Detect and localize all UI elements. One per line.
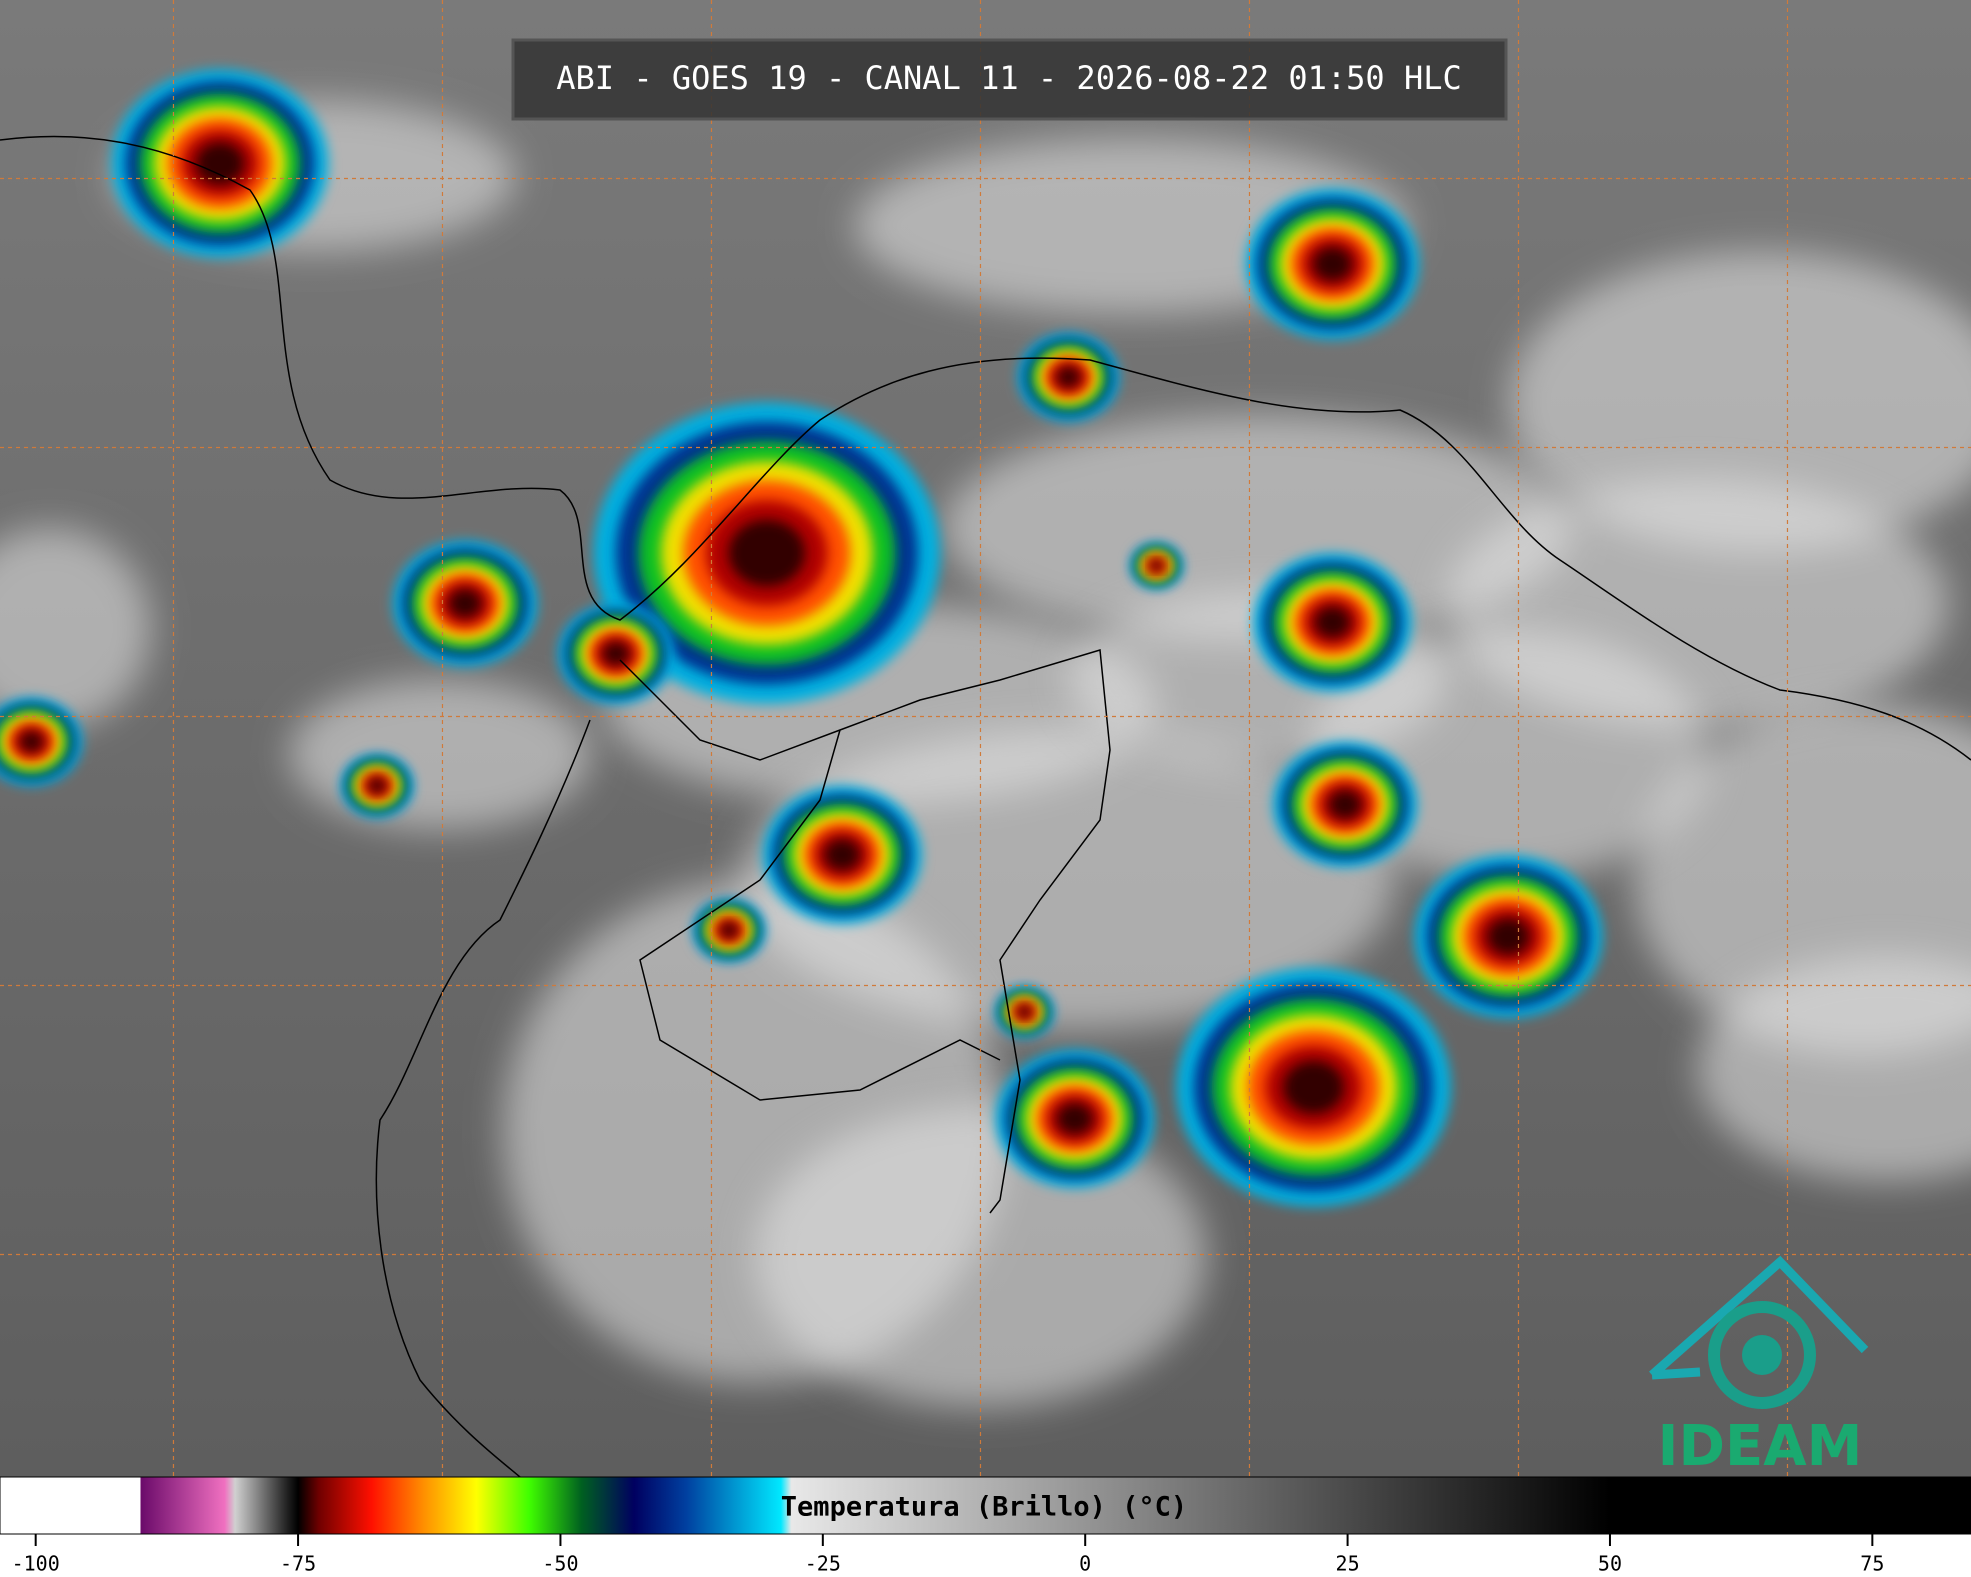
colorbar-tick-label: -25 <box>805 1552 841 1576</box>
storm-ring <box>1314 607 1350 638</box>
title: ABI - GOES 19 - CANAL 11 - 2026-08-22 01… <box>556 59 1461 97</box>
cloud <box>0 527 151 730</box>
storm-ring <box>728 519 805 587</box>
borders <box>0 135 1971 1478</box>
storm-ring <box>1057 367 1080 387</box>
storm-cells <box>0 69 1603 1207</box>
storm-ring <box>1018 1006 1031 1018</box>
colorbar-tick-label: 75 <box>1860 1552 1884 1576</box>
storm-ring <box>1057 1103 1093 1134</box>
logo-text: IDEAM <box>1658 1414 1863 1479</box>
colorbar-scale <box>0 1476 1971 1535</box>
cloud <box>942 414 1572 642</box>
storm-ring <box>1283 1061 1344 1114</box>
colorbar-tick-label: -50 <box>542 1552 578 1576</box>
cloud <box>289 678 591 830</box>
colorbar-tick-label: -100 <box>12 1552 60 1576</box>
graticule <box>0 0 1971 1477</box>
storm-ring <box>603 642 629 665</box>
logo-eye <box>1742 1335 1782 1375</box>
storm-ring <box>1329 790 1361 819</box>
storm-ring <box>824 839 860 870</box>
cloud <box>1508 251 1971 554</box>
storm-ring <box>1487 918 1530 955</box>
logo-swirl <box>1708 1301 1816 1409</box>
storm-ring <box>1150 560 1163 571</box>
storm-ring <box>369 778 386 793</box>
colorbar-label: Temperatura (Brillo) (°C) <box>781 1492 1187 1523</box>
title-background <box>511 38 1508 121</box>
storm-ring <box>196 142 244 185</box>
storm-ring <box>721 923 738 938</box>
logo-mark <box>1649 1255 1869 1380</box>
storm-ring <box>1313 247 1352 281</box>
cloud-field <box>0 100 1971 1408</box>
colorbar-tick-label: -75 <box>280 1552 316 1576</box>
storm-ring <box>20 731 43 752</box>
title-box: ABI - GOES 19 - CANAL 11 - 2026-08-22 01… <box>511 38 1508 121</box>
colorbar-tick-label: 0 <box>1079 1552 1091 1576</box>
colorbar: Temperatura (Brillo) (°C) -100 -75 -50 -25 0… <box>0 1476 1971 1576</box>
cloud <box>1697 955 1971 1182</box>
colorbar-tick-label: 50 <box>1598 1552 1622 1576</box>
logo: IDEAM <box>1649 1255 1869 1479</box>
colorbar-tick-label: 25 <box>1336 1552 1360 1576</box>
storm-ring <box>449 589 481 618</box>
